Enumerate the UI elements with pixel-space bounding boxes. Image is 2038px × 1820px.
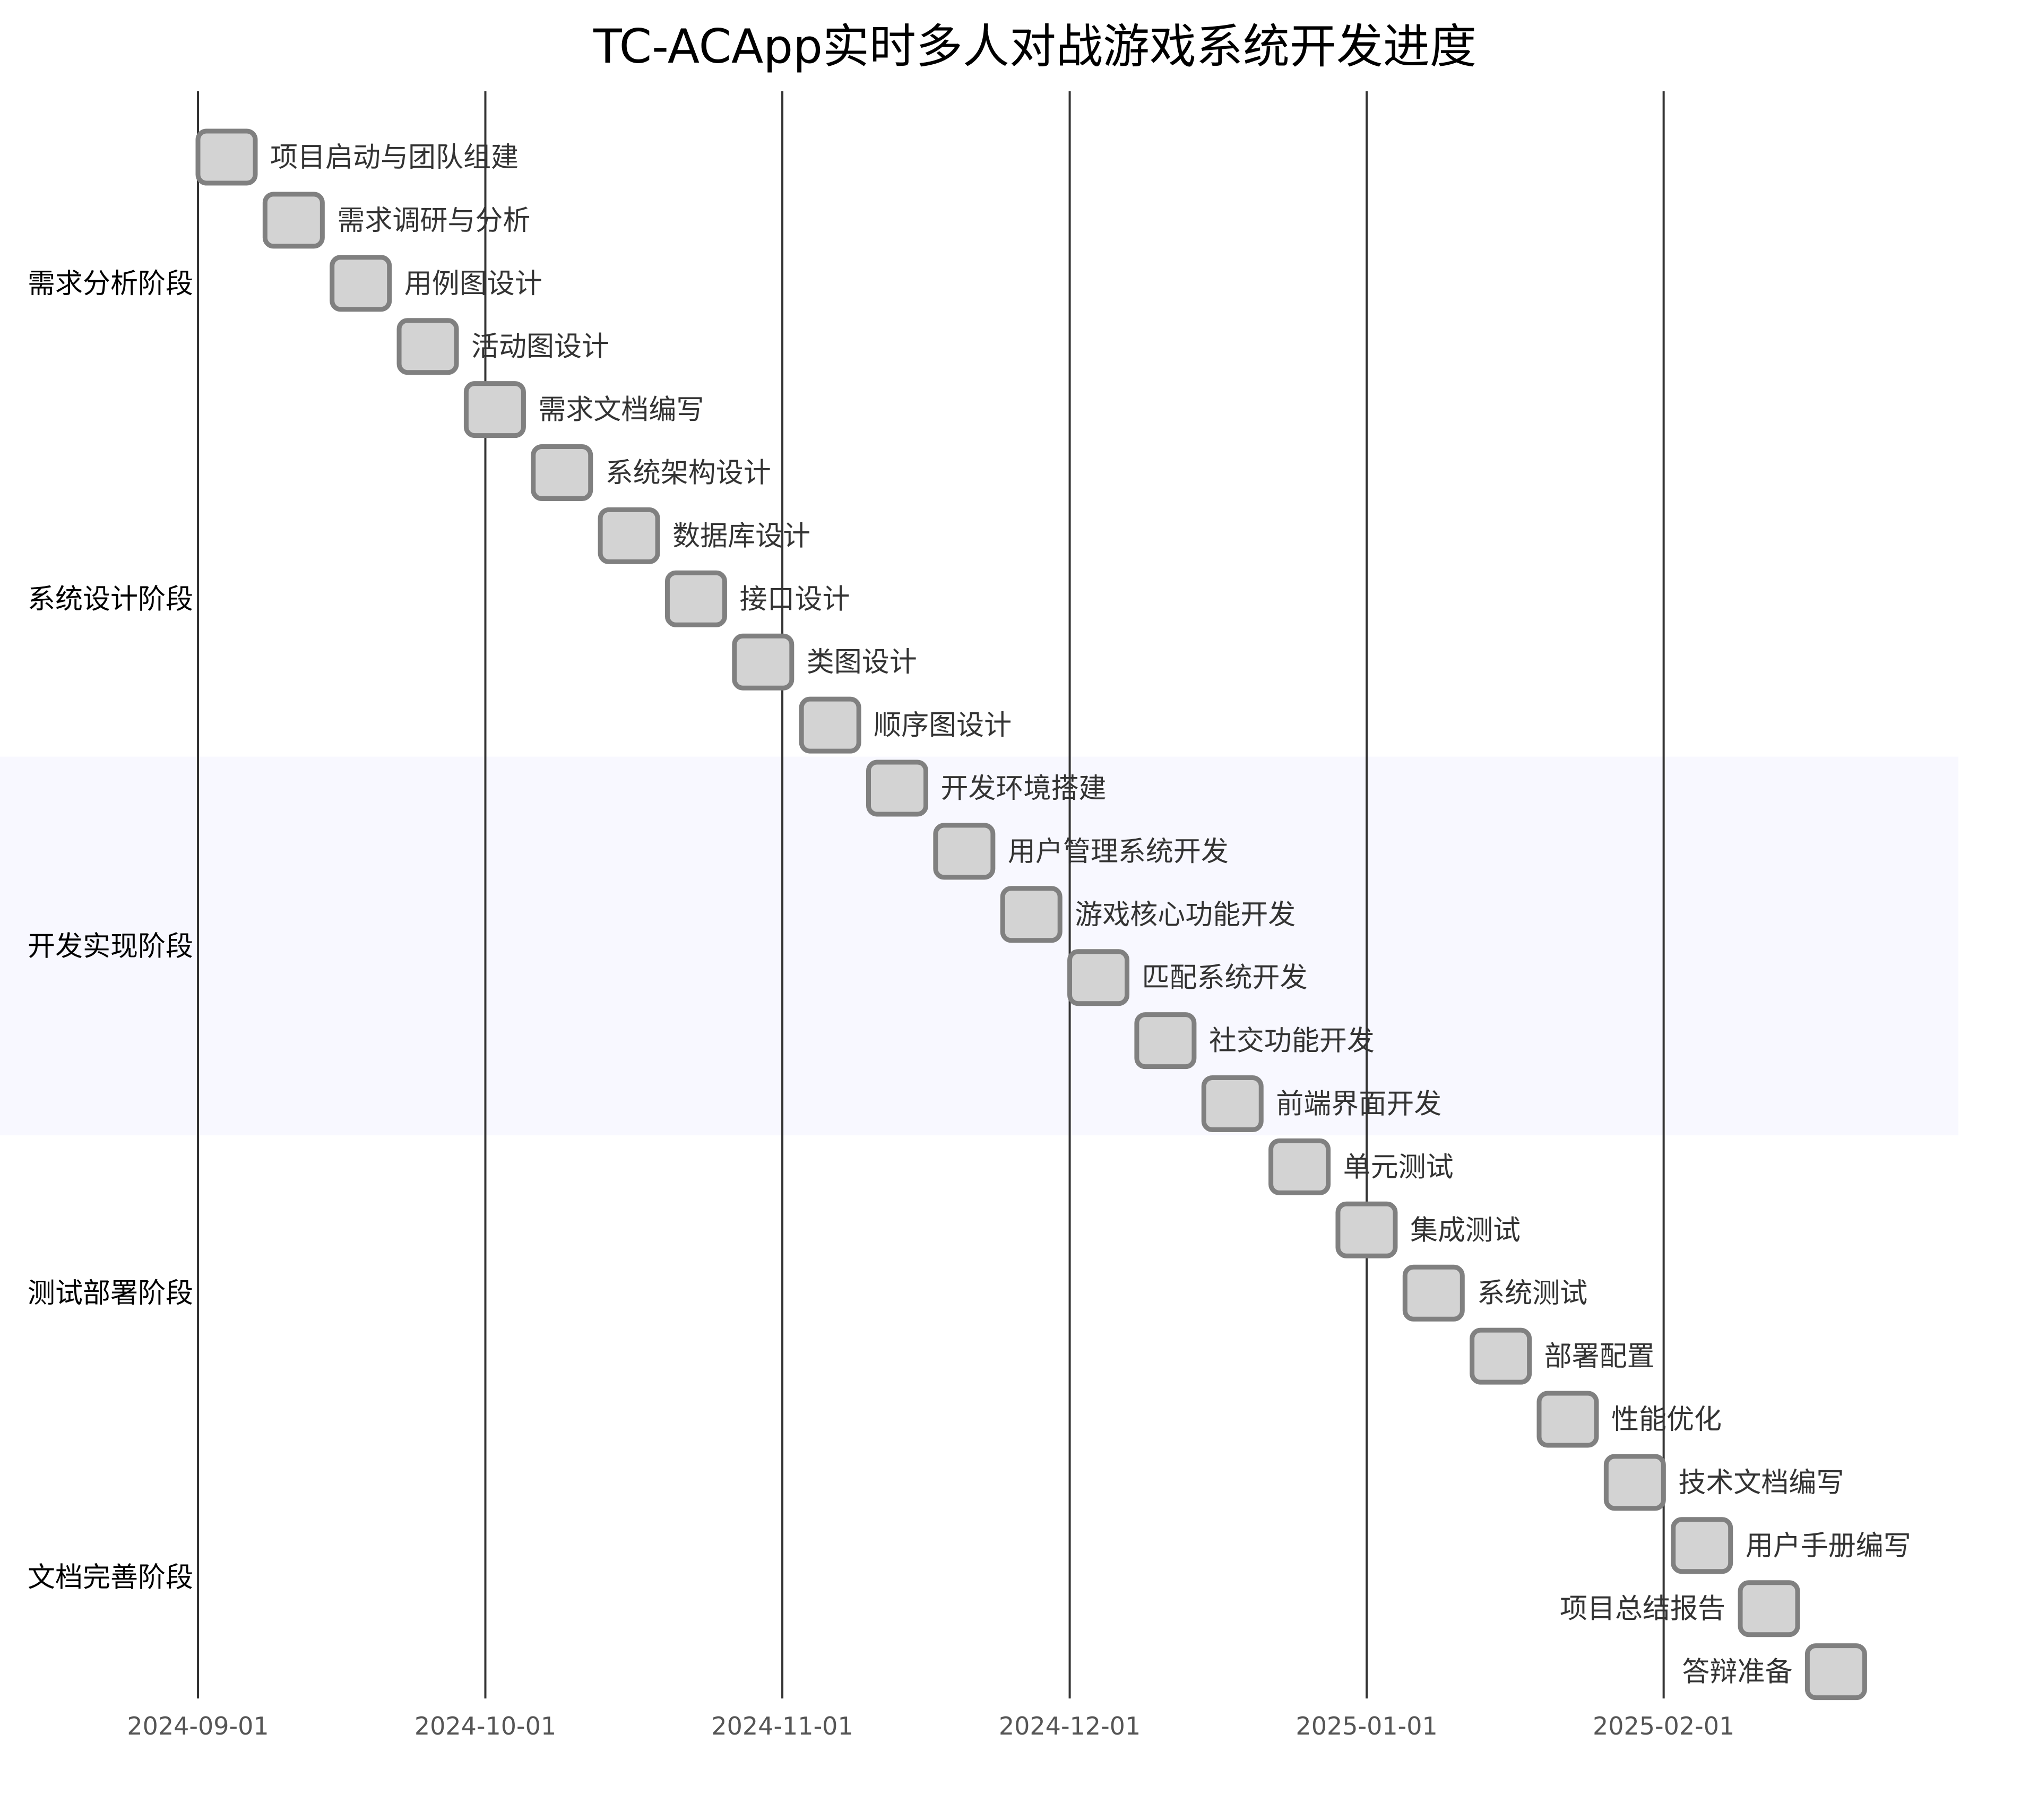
- task-bar: [262, 192, 325, 249]
- task-label: 技术文档编写: [1678, 1467, 1844, 1499]
- section-label: 需求分析阶段: [28, 268, 193, 300]
- task-label: 类图设计: [807, 646, 917, 678]
- task-label: 系统架构设计: [606, 458, 771, 489]
- task-bar: [933, 823, 996, 880]
- task-bar: [1134, 1012, 1197, 1069]
- task-bar: [799, 696, 861, 754]
- task-bar: [1738, 1580, 1800, 1637]
- task-bar: [1000, 886, 1063, 943]
- task-label: 顺序图设计: [874, 710, 1012, 741]
- task-label: 单元测试: [1343, 1151, 1454, 1183]
- task-bar: [598, 507, 660, 564]
- x-axis-ticks: 2024-09-01 2024-10-01 2024-11-01 2024-12-01…: [127, 1712, 1734, 1740]
- section-label: 系统设计阶段: [28, 583, 193, 615]
- x-tick-label: 2024-11-01: [711, 1712, 853, 1740]
- task-bar: [1201, 1075, 1264, 1132]
- task-label: 项目总结报告: [1560, 1593, 1725, 1625]
- task-bar: [463, 381, 526, 438]
- task-label: 游戏核心功能开发: [1075, 899, 1296, 931]
- x-tick-label: 2025-02-01: [1593, 1712, 1734, 1740]
- task-bar: [1335, 1201, 1398, 1258]
- task-bar: [1536, 1391, 1599, 1448]
- task-label: 前端界面开发: [1276, 1089, 1441, 1120]
- section-label: 文档完善阶段: [28, 1562, 193, 1593]
- task-label: 部署配置: [1544, 1341, 1655, 1373]
- task-label: 数据库设计: [672, 520, 810, 552]
- task-label: 性能优化: [1611, 1404, 1722, 1436]
- section-band-2: [0, 756, 1958, 1135]
- task-label: 集成测试: [1410, 1214, 1521, 1246]
- x-tick-label: 2024-12-01: [999, 1712, 1141, 1740]
- gridlines: [197, 91, 1665, 1698]
- task-bar: [531, 444, 593, 501]
- task-bar: [1603, 1454, 1666, 1511]
- task-bar: [1067, 949, 1130, 1006]
- task-label: 用户手册编写: [1746, 1530, 1911, 1562]
- task-label: 活动图设计: [471, 331, 609, 363]
- task-label: 开发环境搭建: [941, 773, 1107, 805]
- x-tick-label: 2024-10-01: [414, 1712, 556, 1740]
- chart-title: TC-ACApp实时多人对战游戏系统开发进度: [593, 19, 1476, 74]
- task-label: 答辩准备: [1682, 1657, 1792, 1688]
- task-bar: [732, 633, 795, 691]
- task-bar: [195, 128, 258, 186]
- task-bar: [664, 570, 727, 627]
- x-tick-label: 2025-01-01: [1296, 1712, 1437, 1740]
- task-bar: [1402, 1264, 1465, 1322]
- task-bars: 项目启动与团队组建需求调研与分析用例图设计活动图设计需求文档编写系统架构设计数据…: [195, 128, 1911, 1701]
- section-label: 开发实现阶段: [28, 930, 193, 962]
- task-label: 用例图设计: [404, 268, 542, 300]
- section-bands: [0, 756, 1958, 1135]
- task-bar: [1671, 1517, 1733, 1574]
- task-label: 接口设计: [739, 583, 850, 615]
- task-bar: [330, 255, 392, 312]
- task-label: 用户管理系统开发: [1008, 836, 1229, 868]
- task-bar: [1470, 1327, 1532, 1385]
- task-label: 系统测试: [1477, 1278, 1587, 1309]
- task-bar: [1268, 1138, 1331, 1195]
- task-bar: [396, 318, 459, 375]
- task-bar: [866, 760, 928, 817]
- task-label: 需求文档编写: [538, 394, 704, 426]
- section-label: 测试部署阶段: [28, 1278, 193, 1309]
- x-tick-label: 2024-09-01: [127, 1712, 269, 1740]
- task-label: 匹配系统开发: [1142, 962, 1308, 994]
- task-label: 社交功能开发: [1209, 1025, 1375, 1057]
- task-label: 需求调研与分析: [337, 205, 530, 237]
- task-bar: [1804, 1643, 1867, 1701]
- task-label: 项目启动与团队组建: [270, 142, 519, 174]
